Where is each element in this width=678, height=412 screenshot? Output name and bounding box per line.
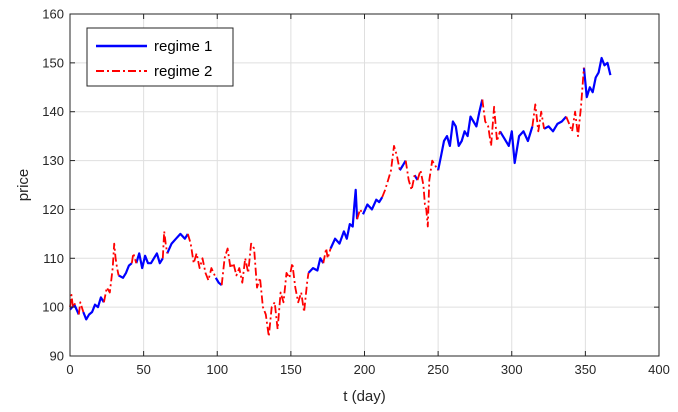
series-segment: [130, 252, 138, 264]
y-axis-label: price: [15, 169, 32, 202]
series-1: [69, 56, 612, 321]
series-segment: [329, 188, 359, 249]
x-tick-label: 50: [136, 362, 150, 377]
series-segment: [361, 196, 384, 215]
x-axis-label: t (day): [343, 388, 386, 405]
y-tick-label: 140: [42, 104, 64, 119]
series-segment: [118, 262, 133, 279]
legend-box: [86, 27, 234, 87]
series-segment: [77, 301, 85, 315]
series-segment: [166, 232, 189, 254]
series-segment: [582, 56, 612, 99]
x-tick-label: 150: [280, 362, 302, 377]
x-tick-label: 100: [206, 362, 228, 377]
series-segment: [186, 233, 217, 282]
x-tick-label: 350: [575, 362, 597, 377]
legend: regime 1 regime 2: [86, 27, 234, 87]
series-segment: [499, 126, 534, 165]
y-tick-label: 90: [50, 349, 64, 364]
series-segment: [69, 293, 77, 309]
x-tick-label: 250: [427, 362, 449, 377]
series-segment: [543, 115, 568, 133]
y-tick-label: 110: [43, 251, 64, 266]
series-segment: [398, 160, 407, 171]
series-segment: [356, 208, 364, 220]
y-tick-label: 100: [42, 300, 64, 315]
series-segment: [416, 159, 439, 228]
series-segment: [481, 99, 501, 147]
x-tick-label: 200: [354, 362, 376, 377]
series-2: [69, 67, 585, 338]
series-segment: [220, 242, 310, 338]
series-segment: [82, 296, 105, 321]
series-segment: [322, 247, 332, 264]
legend-label-regime-1: regime 1: [154, 38, 212, 55]
series-segment: [437, 99, 484, 171]
series-segment: [565, 67, 585, 138]
y-tick-label: 150: [42, 55, 64, 70]
series-segment: [161, 230, 169, 259]
series-segment: [381, 144, 401, 198]
y-tick-label: 120: [42, 202, 64, 217]
series-segment: [135, 252, 164, 270]
series-segment: [103, 242, 120, 303]
series-segment: [214, 277, 223, 287]
x-tick-label: 300: [501, 362, 523, 377]
x-tick-label: 0: [66, 362, 73, 377]
legend-label-regime-2: regime 2: [154, 63, 212, 80]
series-segment: [404, 160, 416, 191]
series-segment: [307, 257, 325, 274]
x-tick-label: 400: [648, 362, 670, 377]
y-tick-label: 130: [42, 153, 64, 168]
y-tick-label: 160: [42, 7, 64, 22]
x-tick-labels: 0 50 100 150 200 250 300 350 400: [66, 14, 670, 377]
series-lines: [69, 56, 612, 338]
series-segment: [531, 103, 545, 133]
y-tick-labels: 90 100 110 120 130 140 150 160: [42, 7, 659, 364]
